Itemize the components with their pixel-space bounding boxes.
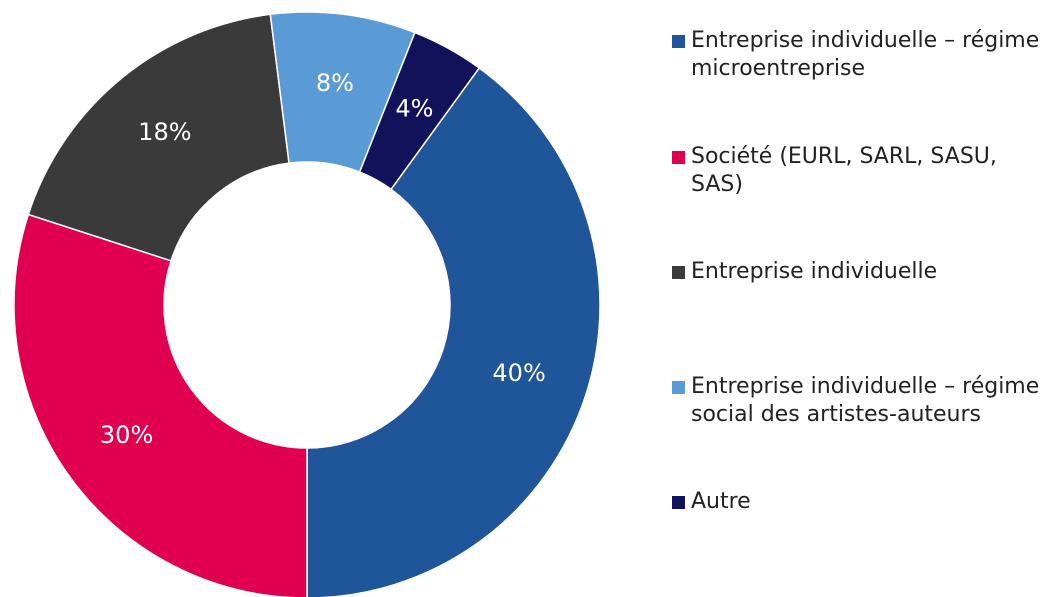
data-label: 40% bbox=[492, 359, 545, 387]
data-label: 4% bbox=[395, 95, 433, 123]
chart: 40% 30% 18% 8% 4% bbox=[13, 11, 601, 597]
data-label: 8% bbox=[316, 69, 354, 97]
data-label: 18% bbox=[138, 118, 191, 146]
legend-item: Autre bbox=[672, 488, 1052, 516]
legend-swatch bbox=[672, 35, 685, 48]
legend-swatch bbox=[672, 496, 685, 509]
legend-swatch bbox=[672, 381, 685, 394]
donut-slice bbox=[13, 213, 308, 597]
donut-slice bbox=[358, 31, 481, 191]
legend-item: Entreprise individuelle bbox=[672, 258, 1052, 286]
legend-label: Société (EURL, SARL, SASU, SAS) bbox=[691, 144, 997, 197]
legend-item: Société (EURL, SARL, SASU, SAS) bbox=[672, 143, 1052, 199]
legend-label: Entreprise individuelle – régime microen… bbox=[691, 28, 1040, 81]
legend-label: Autre bbox=[691, 489, 751, 514]
legend-item: Entreprise individuelle – régime social … bbox=[672, 373, 1052, 429]
donut-slice bbox=[27, 13, 290, 262]
legend-label: Entreprise individuelle – régime social … bbox=[691, 374, 1040, 427]
data-label: 30% bbox=[100, 421, 153, 449]
legend-swatch bbox=[672, 151, 685, 164]
donut-slice bbox=[306, 66, 601, 597]
legend-label: Entreprise individuelle bbox=[691, 259, 938, 284]
legend-swatch bbox=[672, 266, 685, 279]
legend-item: Entreprise individuelle – régime microen… bbox=[672, 27, 1052, 83]
